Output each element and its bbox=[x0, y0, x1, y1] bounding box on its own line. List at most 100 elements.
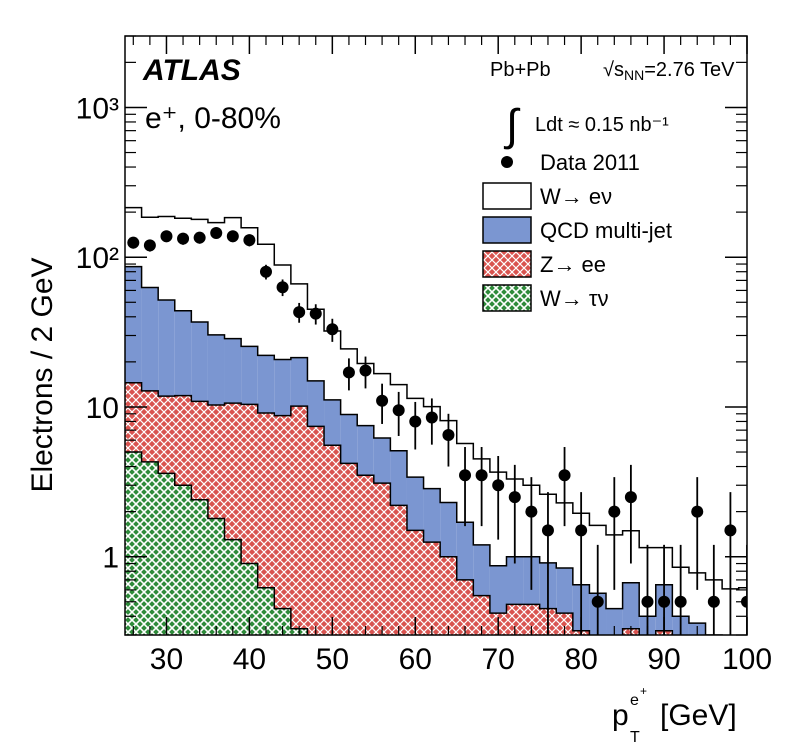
data-point bbox=[475, 469, 488, 482]
experiment-label: ATLAS bbox=[142, 54, 241, 87]
svg-text:p: p bbox=[612, 699, 629, 732]
legend-label: QCD multi-jet bbox=[540, 218, 672, 243]
legend-swatch bbox=[482, 284, 532, 312]
legend-label: W→ eν bbox=[540, 184, 612, 209]
y-tick-label: 10² bbox=[76, 242, 119, 275]
data-point bbox=[409, 415, 422, 428]
collision-info: Pb+Pb √sNN=2.76 TeV ∫ Ldt ≈ 0.15 nb⁻¹ bbox=[490, 59, 735, 150]
sqrt-s-label: √sNN=2.76 TeV bbox=[603, 59, 735, 83]
data-point bbox=[724, 524, 737, 537]
legend: Data 2011 W→ eν QCD multi-jet Z→ ee W→ τν bbox=[482, 150, 672, 312]
bin-tau-nu bbox=[257, 587, 275, 635]
data-point bbox=[143, 239, 156, 252]
bin-z-ee bbox=[290, 406, 308, 635]
legend-item-z-ee: Z→ ee bbox=[482, 250, 606, 278]
data-point bbox=[525, 505, 538, 518]
data-point bbox=[127, 236, 140, 249]
data-point bbox=[624, 491, 637, 504]
legend-item-w-e-: W→ eν bbox=[482, 182, 612, 210]
data-point bbox=[359, 364, 372, 377]
x-tick-label: 50 bbox=[316, 643, 349, 676]
bin-z-ee bbox=[506, 604, 524, 635]
bin-z-ee bbox=[556, 613, 573, 635]
svg-text:T: T bbox=[630, 729, 640, 746]
data-point bbox=[674, 595, 687, 608]
x-tick-label: 40 bbox=[233, 643, 266, 676]
y-tick-label: 1 bbox=[102, 542, 119, 575]
data-point bbox=[193, 231, 206, 244]
x-tick-label: 70 bbox=[482, 643, 515, 676]
legend-swatch bbox=[482, 216, 532, 244]
bin-z-ee bbox=[373, 483, 391, 635]
bin-z-ee bbox=[257, 412, 275, 635]
legend-item-w-: W→ τν bbox=[482, 284, 609, 312]
bin-tau-nu bbox=[224, 539, 242, 635]
data-point bbox=[309, 307, 322, 320]
bin-z-ee bbox=[406, 530, 424, 635]
bin-z-ee bbox=[473, 595, 490, 635]
bin-qcd bbox=[606, 608, 623, 635]
data-point bbox=[575, 524, 588, 537]
bin-tau-nu bbox=[241, 563, 258, 635]
outline-qcd bbox=[125, 265, 723, 635]
series-tau-nu bbox=[125, 451, 309, 635]
data-point bbox=[210, 227, 223, 240]
data-point bbox=[541, 524, 554, 537]
data-point bbox=[259, 265, 272, 278]
bin-z-ee bbox=[274, 415, 291, 635]
data-point bbox=[492, 479, 505, 492]
data-point bbox=[707, 595, 720, 608]
data-point bbox=[608, 505, 621, 518]
bin-w-enu bbox=[738, 587, 747, 635]
data-point bbox=[177, 232, 190, 245]
bin-z-ee bbox=[340, 463, 358, 635]
data-point bbox=[425, 411, 438, 424]
data-point bbox=[442, 428, 455, 441]
bin-tau-nu bbox=[207, 518, 225, 635]
x-axis-label: p e + T [GeV] bbox=[612, 684, 737, 746]
legend-label: Data 2011 bbox=[540, 150, 640, 175]
data-point bbox=[276, 281, 289, 294]
bin-tau-nu bbox=[174, 485, 192, 635]
svg-text:e: e bbox=[630, 692, 639, 709]
data-point bbox=[326, 323, 339, 336]
x-tick-label: 100 bbox=[722, 643, 772, 676]
data-points bbox=[127, 227, 747, 635]
channel-label: e⁺, 0-80% bbox=[145, 102, 281, 135]
y-tick-label: 10³ bbox=[76, 92, 119, 125]
stacked-histograms bbox=[125, 206, 747, 645]
integral-symbol: ∫ bbox=[503, 101, 521, 150]
data-point bbox=[459, 469, 472, 482]
data-point bbox=[342, 366, 355, 379]
legend-swatch bbox=[482, 250, 532, 278]
bin-qcd bbox=[706, 635, 723, 645]
data-point bbox=[243, 234, 256, 247]
legend-label: Z→ ee bbox=[540, 252, 606, 277]
legend-item-data-2011: Data 2011 bbox=[501, 150, 640, 175]
luminosity-label: Ldt ≈ 0.15 nb⁻¹ bbox=[535, 114, 669, 136]
collision-label: Pb+Pb bbox=[490, 59, 551, 81]
outline-z-ee bbox=[125, 382, 674, 635]
svg-text:[GeV]: [GeV] bbox=[660, 699, 737, 732]
data-point bbox=[641, 595, 654, 608]
bin-tau-nu bbox=[158, 473, 175, 635]
x-tick-label: 80 bbox=[564, 643, 597, 676]
bin-tau-nu bbox=[141, 461, 159, 635]
data-point bbox=[691, 505, 704, 518]
bin-tau-nu bbox=[125, 452, 142, 635]
data-point bbox=[293, 306, 306, 319]
bin-z-ee bbox=[324, 445, 341, 635]
y-tick-label: 10 bbox=[86, 392, 119, 425]
data-point bbox=[658, 595, 671, 608]
data-point bbox=[558, 469, 571, 482]
legend-swatch bbox=[482, 182, 532, 210]
outline-w-enu bbox=[125, 206, 747, 590]
data-point bbox=[392, 404, 405, 417]
bin-tau-nu bbox=[191, 499, 208, 635]
x-tick-label: 30 bbox=[150, 643, 183, 676]
x-tick-label: 60 bbox=[399, 643, 432, 676]
bin-z-ee bbox=[423, 542, 441, 635]
data-point bbox=[226, 230, 239, 243]
legend-label: W→ τν bbox=[540, 286, 609, 311]
